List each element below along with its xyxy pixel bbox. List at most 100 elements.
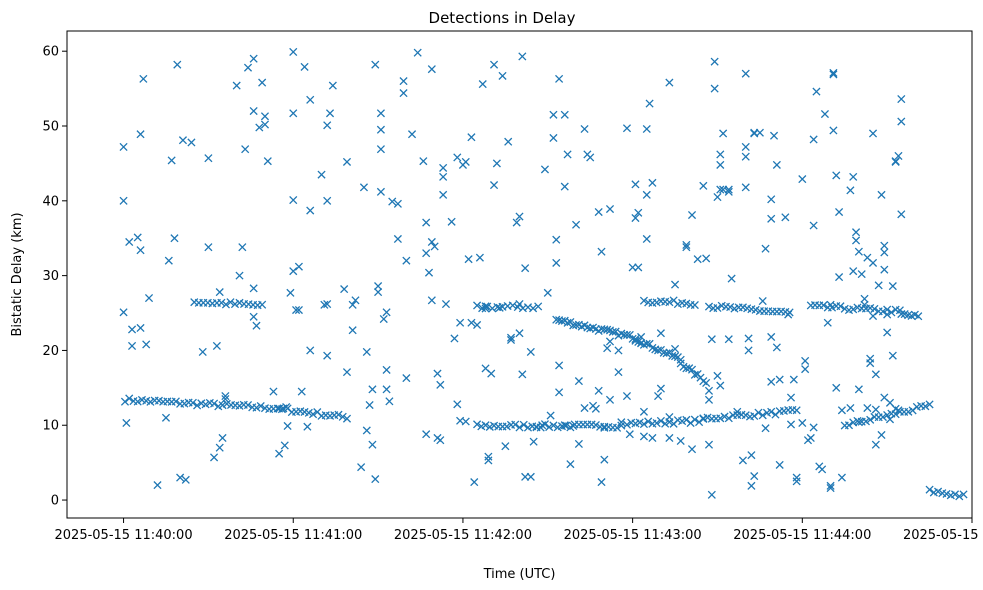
data-point [724,185,733,194]
data-point [597,247,606,256]
data-point [880,265,889,274]
data-point [652,418,661,428]
data-point [868,311,878,321]
data-point [733,407,742,416]
data-point [399,77,408,86]
data-point [574,439,583,448]
data-point [255,123,264,132]
x-axis: 2025-05-15 11:40:00 2025-05-15 11:41:00 20… [55,518,983,543]
data-point [676,355,685,364]
data-point [357,463,366,472]
data-point [622,124,632,133]
data-point [648,178,657,187]
data-point [467,133,476,142]
data-point [467,318,476,327]
data-point [818,465,827,474]
data-point [519,420,528,429]
data-point [393,234,402,244]
data-point [306,95,315,104]
data-point [153,481,162,490]
data-point [861,417,871,426]
data-point [204,154,213,163]
data-point [829,70,838,79]
data-point [210,399,219,408]
data-point [786,420,796,429]
plot-area [67,31,972,518]
data-point [832,383,841,392]
data-point [866,415,875,424]
data-point [878,307,887,316]
data-point [218,433,227,443]
data-point [260,112,270,121]
data-point [724,187,733,196]
data-point [441,299,451,309]
data-point [280,441,289,450]
data-point [306,206,315,215]
data-point [702,378,711,387]
data-point [249,54,258,63]
x-tick-label: 2025-05-15 11:42:00 [394,528,532,543]
data-point [430,242,439,251]
data-point [221,394,230,404]
data-point [572,320,581,330]
data-point [529,304,538,313]
data-point [719,129,728,138]
data-point [518,370,527,379]
data-point [543,288,552,297]
data-point [934,487,943,496]
data-point [871,405,880,414]
data-point [560,110,569,119]
chart-title: Detections in Delay [429,9,576,27]
data-point [761,424,770,433]
data-point [605,337,615,346]
data-point [603,344,612,353]
data-point [690,300,699,310]
data-point [122,418,131,428]
data-point [320,300,329,309]
data-point [342,414,352,423]
data-point [894,151,903,160]
data-point [648,433,657,443]
data-point [167,156,176,165]
data-point [529,437,538,446]
data-point [422,249,431,258]
data-point [665,298,674,307]
data-point [210,453,219,462]
data-point [600,422,609,431]
data-point [871,370,880,379]
data-point [801,356,810,365]
data-point [767,407,776,416]
data-point [552,235,561,244]
data-point [487,369,496,378]
data-point [450,334,459,343]
y-tick-label: 40 [42,194,59,209]
data-point [687,445,697,454]
data-point [436,436,445,445]
x-tick-label: 2025-05-15 11:45:00 [903,528,983,543]
data-point [382,385,391,394]
data-point [511,420,520,429]
data-point [125,394,134,403]
data-point [682,240,691,250]
data-point [687,365,697,374]
data-point [897,95,906,104]
data-point [594,386,603,395]
data-point [348,326,357,335]
data-point [419,157,428,166]
data-point [286,288,295,297]
data-point [217,298,226,307]
data-point [642,124,651,134]
data-point [187,138,196,147]
data-point [614,346,623,355]
x-tick-label: 2025-05-15 11:41:00 [224,528,362,543]
data-point [133,233,142,242]
data-point [362,426,371,435]
data-point [591,404,600,413]
data-point [860,294,869,303]
data-point [849,267,858,276]
data-point [385,397,394,406]
data-point [639,296,648,305]
data-point [871,440,880,449]
data-point [119,196,128,205]
data-point [819,301,828,310]
